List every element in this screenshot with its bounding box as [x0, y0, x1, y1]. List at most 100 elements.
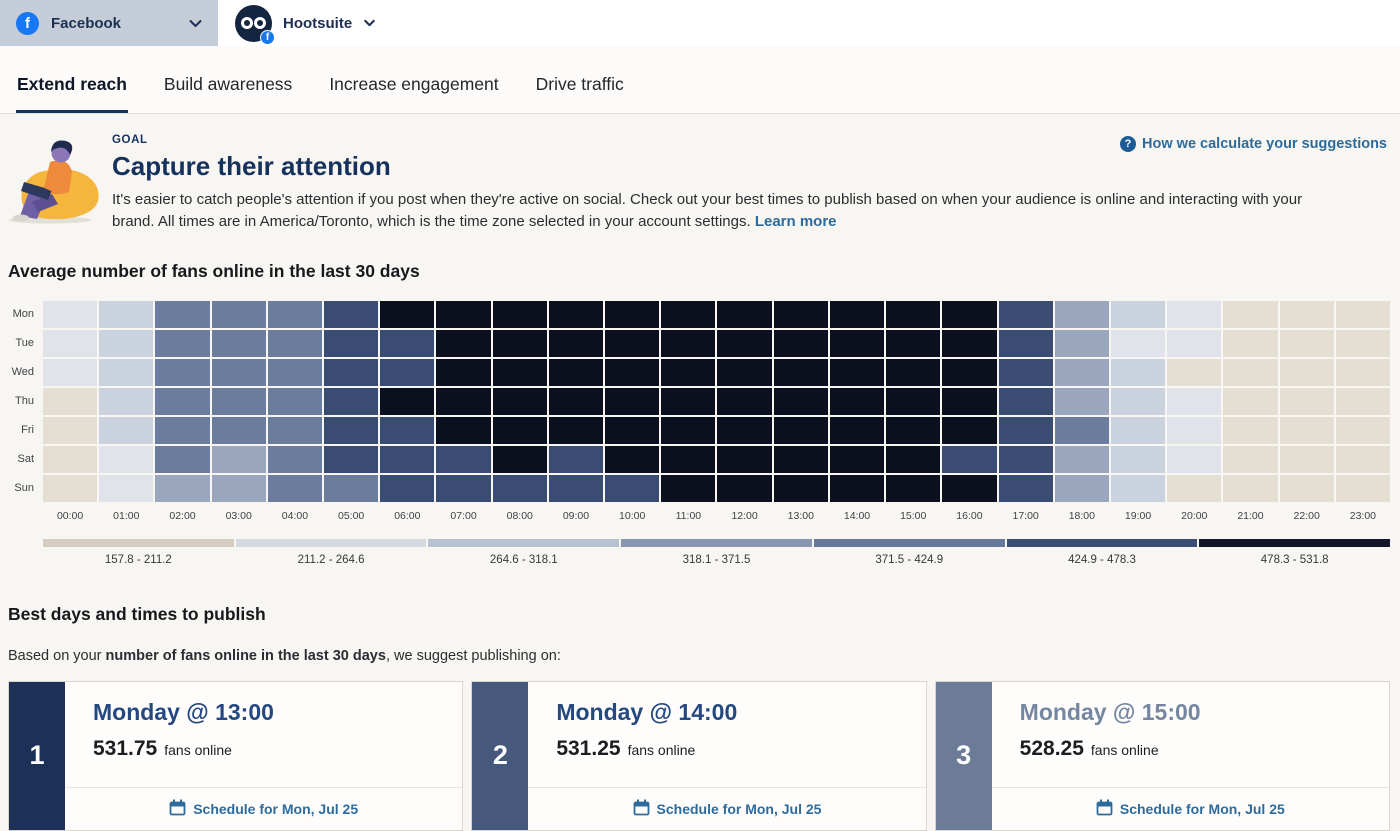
heatmap-cell: [1110, 300, 1166, 328]
heatmap-cell: [548, 358, 604, 386]
heatmap-cell: [605, 445, 660, 473]
suggestion-card-body: Monday @ 14:00 531.25 fans online Schedule …: [528, 682, 926, 830]
heatmap-cell: [267, 358, 323, 386]
goal-section: GOAL Capture their attention It's easier…: [0, 114, 1400, 257]
heatmap-cell: [661, 387, 716, 415]
heatmap-cell: [211, 387, 266, 415]
goal-description: It's easier to catch people's attention …: [112, 191, 1303, 230]
heatmap-cell: [829, 387, 885, 415]
heatmap-cell: [717, 416, 772, 444]
tab-build-awareness[interactable]: Build awareness: [163, 74, 293, 113]
heatmap-cell: [1279, 445, 1334, 473]
heatmap-cell: [1279, 358, 1334, 386]
suggestion-card-body: Monday @ 15:00 528.25 fans online Schedule …: [991, 682, 1389, 830]
suggestion-card-footer: Schedule for Mon, Jul 25: [65, 786, 463, 830]
heatmap-cell: [661, 445, 716, 473]
heatmap-cell: [942, 445, 997, 473]
suggestion-title: Monday @ 13:00: [93, 698, 274, 725]
heatmap-cell: [1335, 300, 1390, 328]
heatmap-cell: [717, 329, 772, 357]
legend-swatch: [813, 538, 1005, 547]
heatmap-cell: [661, 358, 716, 386]
heatmap-cell: [1335, 445, 1390, 473]
heatmap-cell: [773, 445, 828, 473]
heatmap-cell: [324, 474, 379, 502]
heatmap-cell: [1054, 445, 1109, 473]
fans-online-unit: fans online: [164, 741, 232, 758]
heatmap-cell: [492, 474, 547, 502]
heatmap-cell: [773, 416, 828, 444]
tab-increase-engagement[interactable]: Increase engagement: [328, 74, 499, 113]
heatmap-cell: [1223, 416, 1278, 444]
schedule-button-label: Schedule for Mon, Jul 25: [656, 800, 822, 817]
heatmap-row-label: Fri: [21, 424, 34, 436]
network-selector[interactable]: f Facebook: [0, 0, 218, 46]
best-times-title: Best days and times to publish: [8, 603, 266, 624]
tab-extend-reach[interactable]: Extend reach: [16, 74, 128, 113]
heatmap-cell: [43, 445, 98, 473]
heatmap-cell: [1110, 474, 1166, 502]
heatmap-cell: [99, 387, 154, 415]
heatmap-cell: [1335, 416, 1390, 444]
chevron-down-icon: [189, 19, 202, 28]
heatmap-cell: [998, 474, 1053, 502]
heatmap-cell: [155, 416, 210, 444]
heatmap-cell: [886, 416, 941, 444]
heatmap-cell: [886, 329, 941, 357]
heatmap-cell: [43, 329, 98, 357]
heatmap-cell: [1054, 358, 1109, 386]
fans-online-unit: fans online: [1090, 741, 1159, 758]
heatmap-cell: [1223, 358, 1278, 386]
heatmap-cell: [211, 445, 266, 473]
heatmap-cell: [155, 474, 210, 502]
tab-drive-traffic[interactable]: Drive traffic: [535, 74, 625, 113]
heatmap-time-label: 20:00: [1181, 509, 1208, 522]
top-bar: f Facebook f Hootsuite: [0, 0, 1400, 46]
heatmap-cell: [773, 329, 828, 357]
heatmap-cell: [548, 445, 604, 473]
hootsuite-owl-icon: [241, 16, 266, 29]
heatmap-cell: [43, 474, 98, 502]
heatmap-time-label: 22:00: [1293, 509, 1320, 522]
heatmap-cell: [773, 474, 828, 502]
facebook-icon: f: [16, 11, 39, 35]
heatmap-cell: [1054, 329, 1109, 357]
account-avatar: f: [235, 4, 275, 45]
heatmap-time-label: 19:00: [1124, 509, 1152, 522]
suggestion-value-row: 531.25 fans online: [528, 726, 925, 761]
schedule-button[interactable]: Schedule for Mon, Jul 25: [633, 799, 822, 819]
heatmap-cell: [1223, 474, 1278, 502]
heatmap-time-axis: 00:00 01:00 02:00 03:00 04:00 05:00 06:00 07:00…: [8, 510, 1390, 522]
schedule-button[interactable]: Schedule for Mon, Jul 25: [1096, 799, 1285, 819]
heatmap-cell: [998, 329, 1053, 357]
heatmap-cell: [1279, 474, 1334, 502]
heatmap-cell: [1054, 474, 1109, 502]
suggestion-card: 1 Monday @ 13:00 531.75 fans online Schedule…: [8, 680, 464, 831]
heatmap-cell: [436, 416, 491, 444]
heatmap-cell: [661, 474, 716, 502]
heatmap-cell: [1223, 300, 1278, 328]
heatmap-cell: [942, 387, 997, 415]
heatmap-cell: [661, 300, 716, 328]
account-selector[interactable]: f Hootsuite: [235, 4, 375, 45]
heatmap-cell: [1167, 416, 1222, 444]
heatmap-cell: [380, 387, 435, 415]
fans-online-unit: fans online: [627, 741, 696, 758]
schedule-button[interactable]: Schedule for Mon, Jul 25: [169, 799, 358, 819]
legend-label: 371.5 - 424.9: [875, 553, 944, 566]
heatmap-time-label: 13:00: [787, 509, 814, 522]
chevron-down-icon: [364, 19, 375, 27]
how-we-calculate-link[interactable]: ? How we calculate your suggestions: [1120, 136, 1387, 152]
heatmap-cell: [773, 300, 828, 328]
learn-more-link[interactable]: Learn more: [754, 212, 837, 230]
schedule-button-label: Schedule for Mon, Jul 25: [193, 800, 359, 817]
heatmap-cell: [886, 445, 941, 473]
legend-swatch: [235, 538, 427, 547]
legend-swatch: [1006, 538, 1198, 547]
heatmap-cell: [1279, 300, 1334, 328]
heatmap-cell: [998, 300, 1053, 328]
schedule-button-label: Schedule for Mon, Jul 25: [1119, 800, 1285, 817]
heatmap-cell: [211, 416, 266, 444]
heatmap-time-label: 04:00: [281, 509, 309, 522]
